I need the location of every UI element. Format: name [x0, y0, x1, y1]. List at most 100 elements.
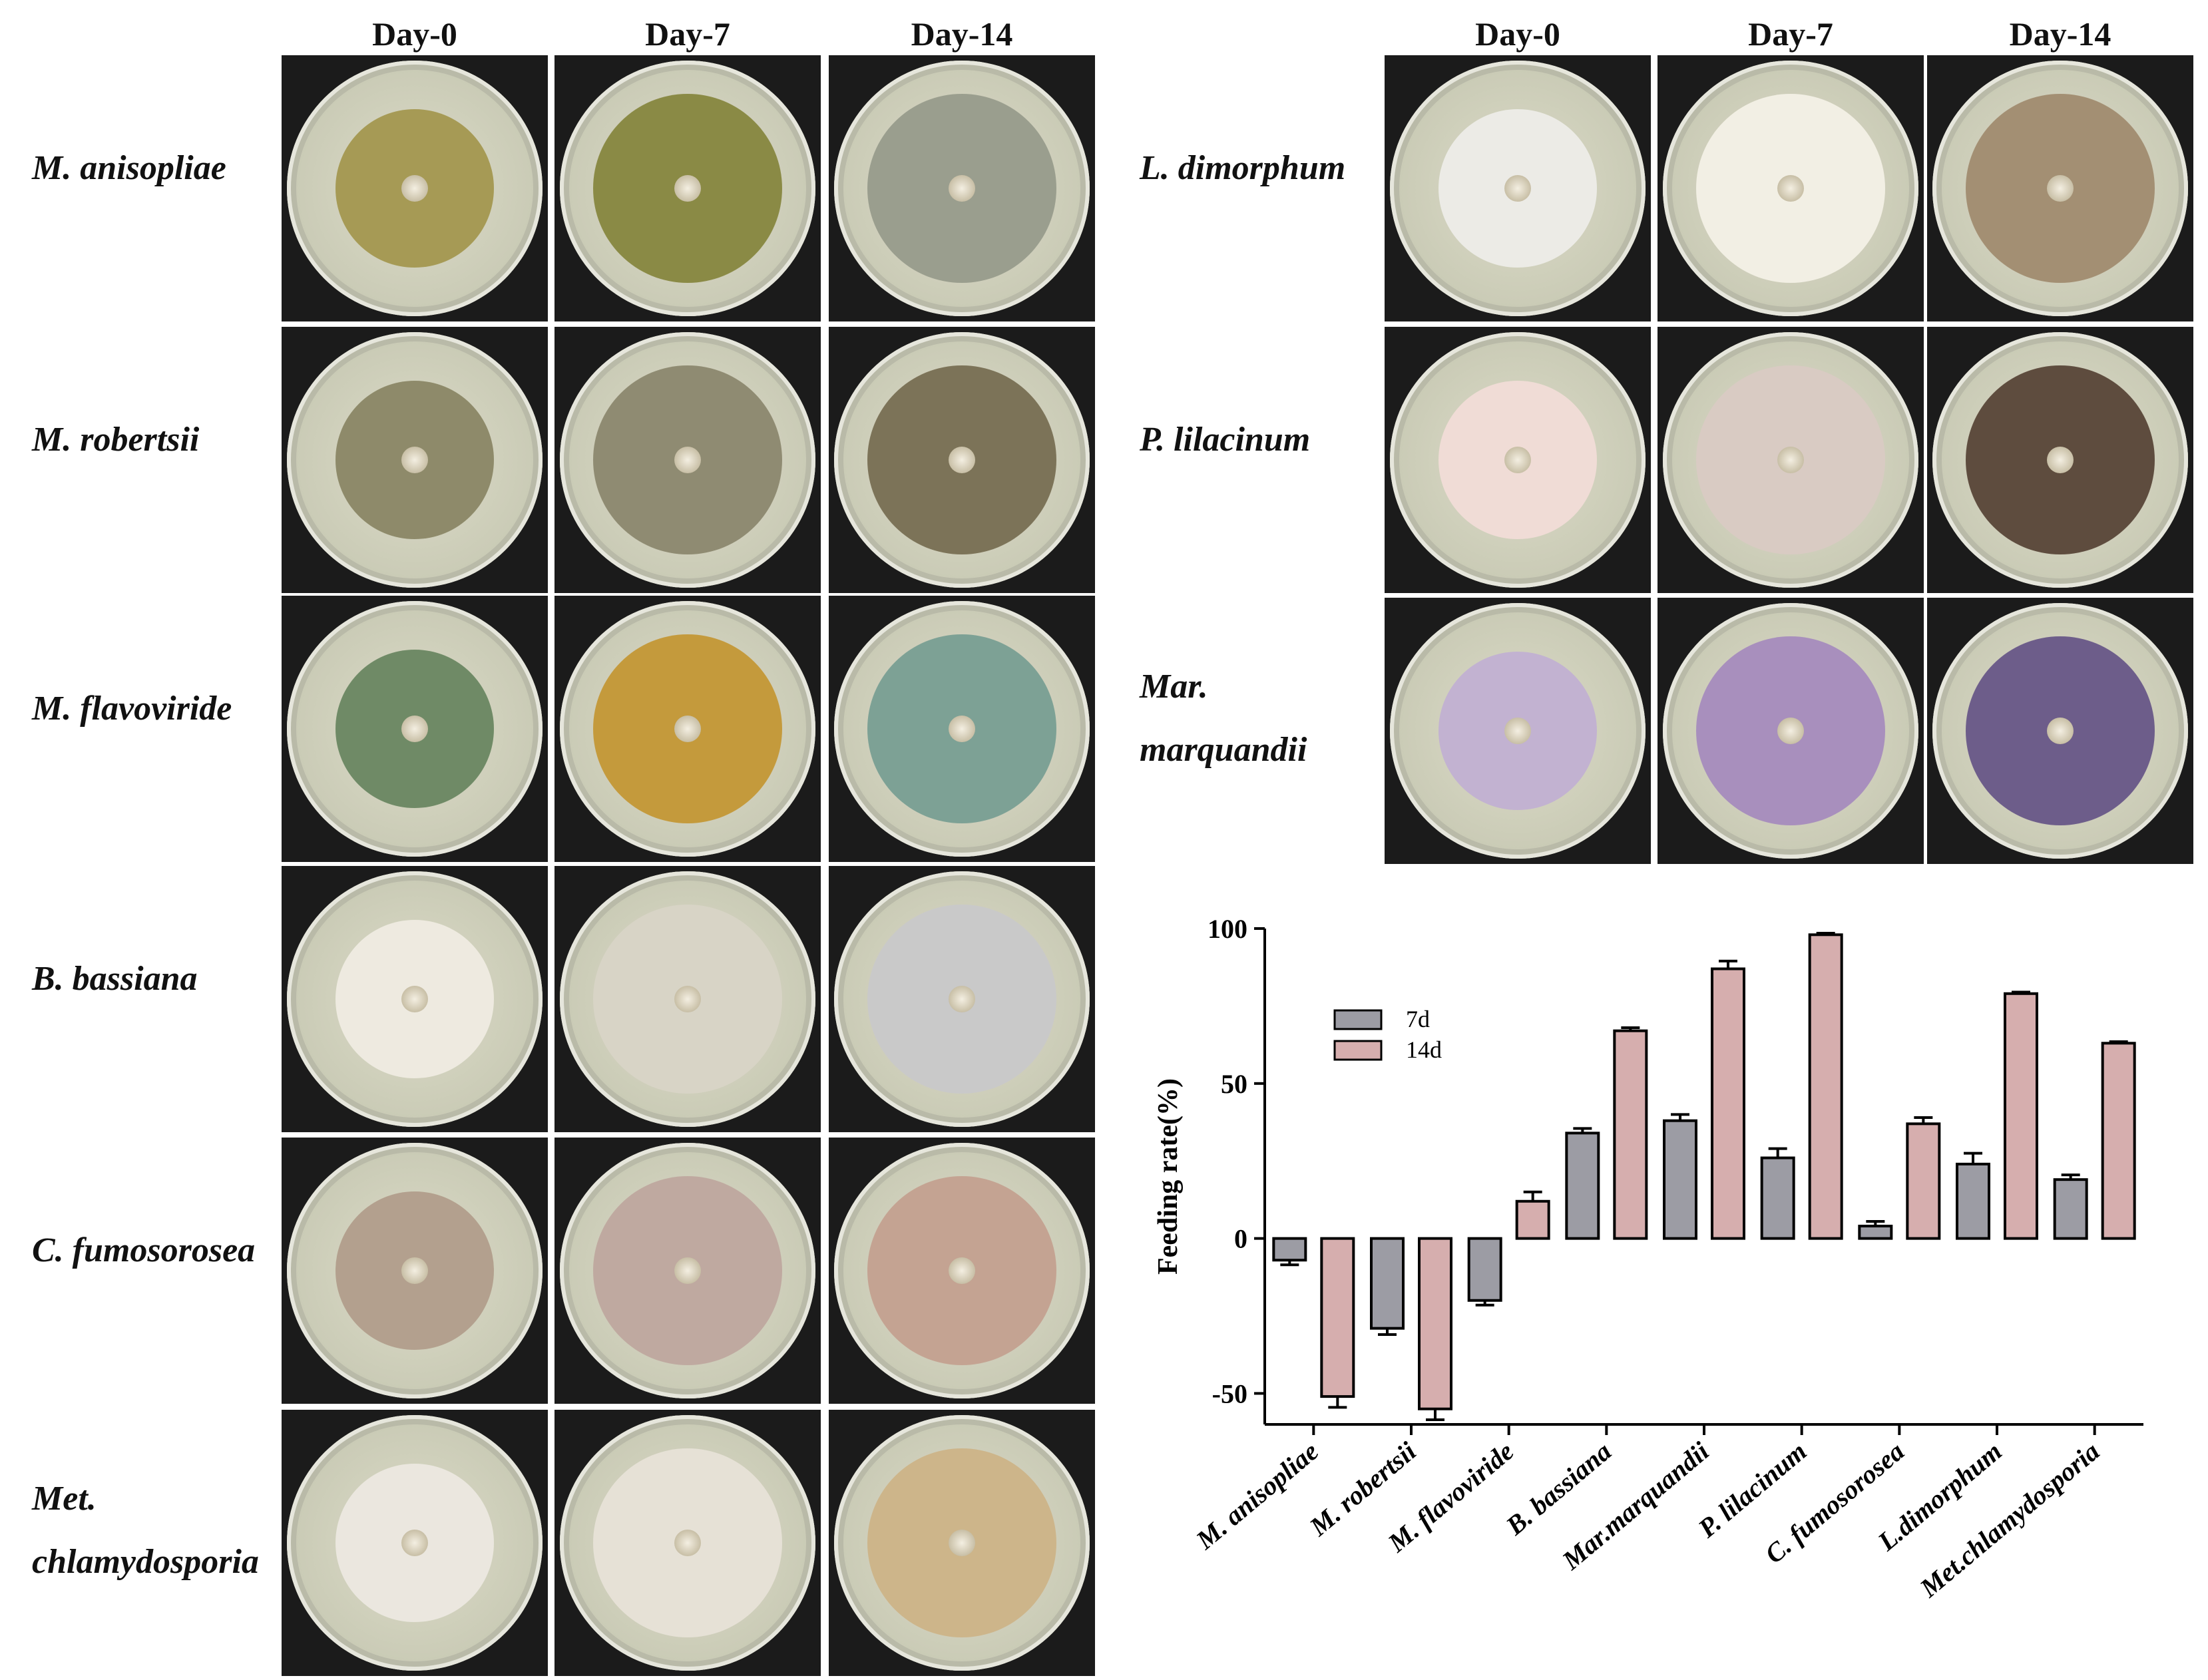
x-tick-label: M. anisopliae — [1190, 1436, 1324, 1555]
y-tick-label: -50 — [1212, 1378, 1247, 1408]
bar-14d-0 — [1320, 1237, 1355, 1398]
inoculation-point — [401, 1257, 428, 1284]
culture-photo-left_panel-5-2 — [829, 1410, 1095, 1676]
culture-photo-left_panel-4-2 — [829, 1138, 1095, 1404]
inoculation-point — [949, 1530, 975, 1556]
bar-14d-6 — [1906, 1122, 1941, 1240]
culture-photo-left_panel-5-0 — [282, 1410, 548, 1676]
legend-swatch-14d — [1333, 1040, 1383, 1061]
inoculation-point — [949, 716, 975, 742]
bar-7d-2 — [1467, 1237, 1502, 1302]
culture-photo-right_panel-2-2 — [1927, 598, 2193, 864]
culture-photo-right_panel-2-0 — [1385, 598, 1651, 864]
row-label-right_panel-0: L. dimorphum — [1140, 149, 1346, 187]
row-label-line: Met. — [32, 1480, 97, 1518]
culture-photo-left_panel-1-0 — [282, 327, 548, 593]
inoculation-point — [949, 175, 975, 202]
culture-photo-left_panel-2-2 — [829, 596, 1095, 862]
inoculation-point — [674, 447, 701, 473]
x-tick-label: Met.chlamydosporia — [1914, 1436, 2105, 1603]
culture-photo-left_panel-0-1 — [554, 55, 821, 321]
inoculation-point — [401, 986, 428, 1012]
bar-14d-7 — [2004, 992, 2038, 1240]
legend-label-14d: 14d — [1406, 1036, 1442, 1063]
inoculation-point — [674, 1530, 701, 1556]
inoculation-point — [401, 1530, 428, 1556]
culture-photo-left_panel-0-2 — [829, 55, 1095, 321]
y-tick-label: 0 — [1234, 1224, 1247, 1254]
culture-photo-right_panel-0-0 — [1385, 55, 1651, 321]
inoculation-point — [401, 447, 428, 473]
inoculation-point — [1777, 447, 1804, 473]
bar-7d-8 — [2053, 1178, 2088, 1240]
row-label-line: marquandii — [1140, 731, 1307, 769]
row-label-left_panel-1: M. robertsii — [32, 421, 200, 459]
y-tick-label: 100 — [1208, 914, 1247, 944]
culture-photo-left_panel-1-1 — [554, 327, 821, 593]
culture-photo-left_panel-4-1 — [554, 1138, 821, 1404]
bar-14d-3 — [1613, 1029, 1648, 1240]
inoculation-point — [401, 716, 428, 742]
bar-7d-1 — [1370, 1237, 1405, 1330]
bar-7d-4 — [1663, 1119, 1697, 1240]
bar-7d-5 — [1760, 1156, 1795, 1240]
culture-photo-right_panel-1-0 — [1385, 327, 1651, 593]
inoculation-point — [1777, 175, 1804, 202]
culture-photo-right_panel-0-1 — [1657, 55, 1924, 321]
column-header-right_panel-0: Day-0 — [1475, 15, 1560, 53]
culture-photo-left_panel-1-2 — [829, 327, 1095, 593]
bar-7d-6 — [1858, 1225, 1893, 1240]
row-label-left_panel-2: M. flavoviride — [32, 690, 232, 728]
culture-photo-right_panel-1-1 — [1657, 327, 1924, 593]
culture-photo-left_panel-4-0 — [282, 1138, 548, 1404]
column-header-left_panel-0: Day-0 — [372, 15, 457, 53]
row-label-line: Mar. — [1140, 668, 1208, 706]
column-header-right_panel-2: Day-14 — [2009, 15, 2111, 53]
inoculation-point — [674, 1257, 701, 1284]
bar-14d-4 — [1711, 967, 1745, 1240]
row-label-left_panel-3: B. bassiana — [32, 960, 198, 998]
culture-photo-left_panel-5-1 — [554, 1410, 821, 1676]
bar-7d-3 — [1565, 1132, 1600, 1240]
inoculation-point — [674, 716, 701, 742]
row-label-right_panel-2: Mar. marquandii — [1140, 655, 1307, 781]
column-header-left_panel-1: Day-7 — [645, 15, 730, 53]
inoculation-point — [1504, 447, 1531, 473]
culture-photo-left_panel-3-2 — [829, 866, 1095, 1132]
bar-14d-1 — [1418, 1237, 1452, 1410]
inoculation-point — [949, 447, 975, 473]
column-header-left_panel-2: Day-14 — [911, 15, 1013, 53]
culture-photo-right_panel-2-1 — [1657, 598, 1924, 864]
bar-14d-5 — [1808, 933, 1843, 1240]
inoculation-point — [1504, 718, 1531, 744]
inoculation-point — [401, 175, 428, 202]
inoculation-point — [2047, 175, 2074, 202]
culture-photo-left_panel-2-1 — [554, 596, 821, 862]
bar-14d-8 — [2101, 1042, 2136, 1240]
culture-photo-left_panel-2-0 — [282, 596, 548, 862]
inoculation-point — [2047, 447, 2074, 473]
inoculation-point — [1504, 175, 1531, 202]
legend-swatch-7d — [1333, 1009, 1383, 1030]
inoculation-point — [2047, 718, 2074, 744]
culture-photo-right_panel-1-2 — [1927, 327, 2193, 593]
row-label-line: chlamydosporia — [32, 1543, 259, 1581]
row-label-left_panel-0: M. anisopliae — [32, 149, 226, 187]
culture-photo-right_panel-0-2 — [1927, 55, 2193, 321]
culture-photo-left_panel-0-0 — [282, 55, 548, 321]
inoculation-point — [949, 986, 975, 1012]
inoculation-point — [949, 1257, 975, 1284]
inoculation-point — [674, 986, 701, 1012]
culture-photo-left_panel-3-0 — [282, 866, 548, 1132]
y-axis-label: Feeding rate(%) — [1153, 1078, 1184, 1275]
bar-7d-7 — [1956, 1162, 1990, 1240]
culture-photo-left_panel-3-1 — [554, 866, 821, 1132]
bar-7d-0 — [1272, 1237, 1307, 1262]
row-label-left_panel-4: C. fumosorosea — [32, 1231, 256, 1269]
row-label-left_panel-5: Met. chlamydosporia — [32, 1467, 259, 1593]
inoculation-point — [674, 175, 701, 202]
row-label-right_panel-1: P. lilacinum — [1140, 421, 1311, 459]
column-header-right_panel-1: Day-7 — [1748, 15, 1833, 53]
y-tick-label: 50 — [1221, 1069, 1247, 1099]
